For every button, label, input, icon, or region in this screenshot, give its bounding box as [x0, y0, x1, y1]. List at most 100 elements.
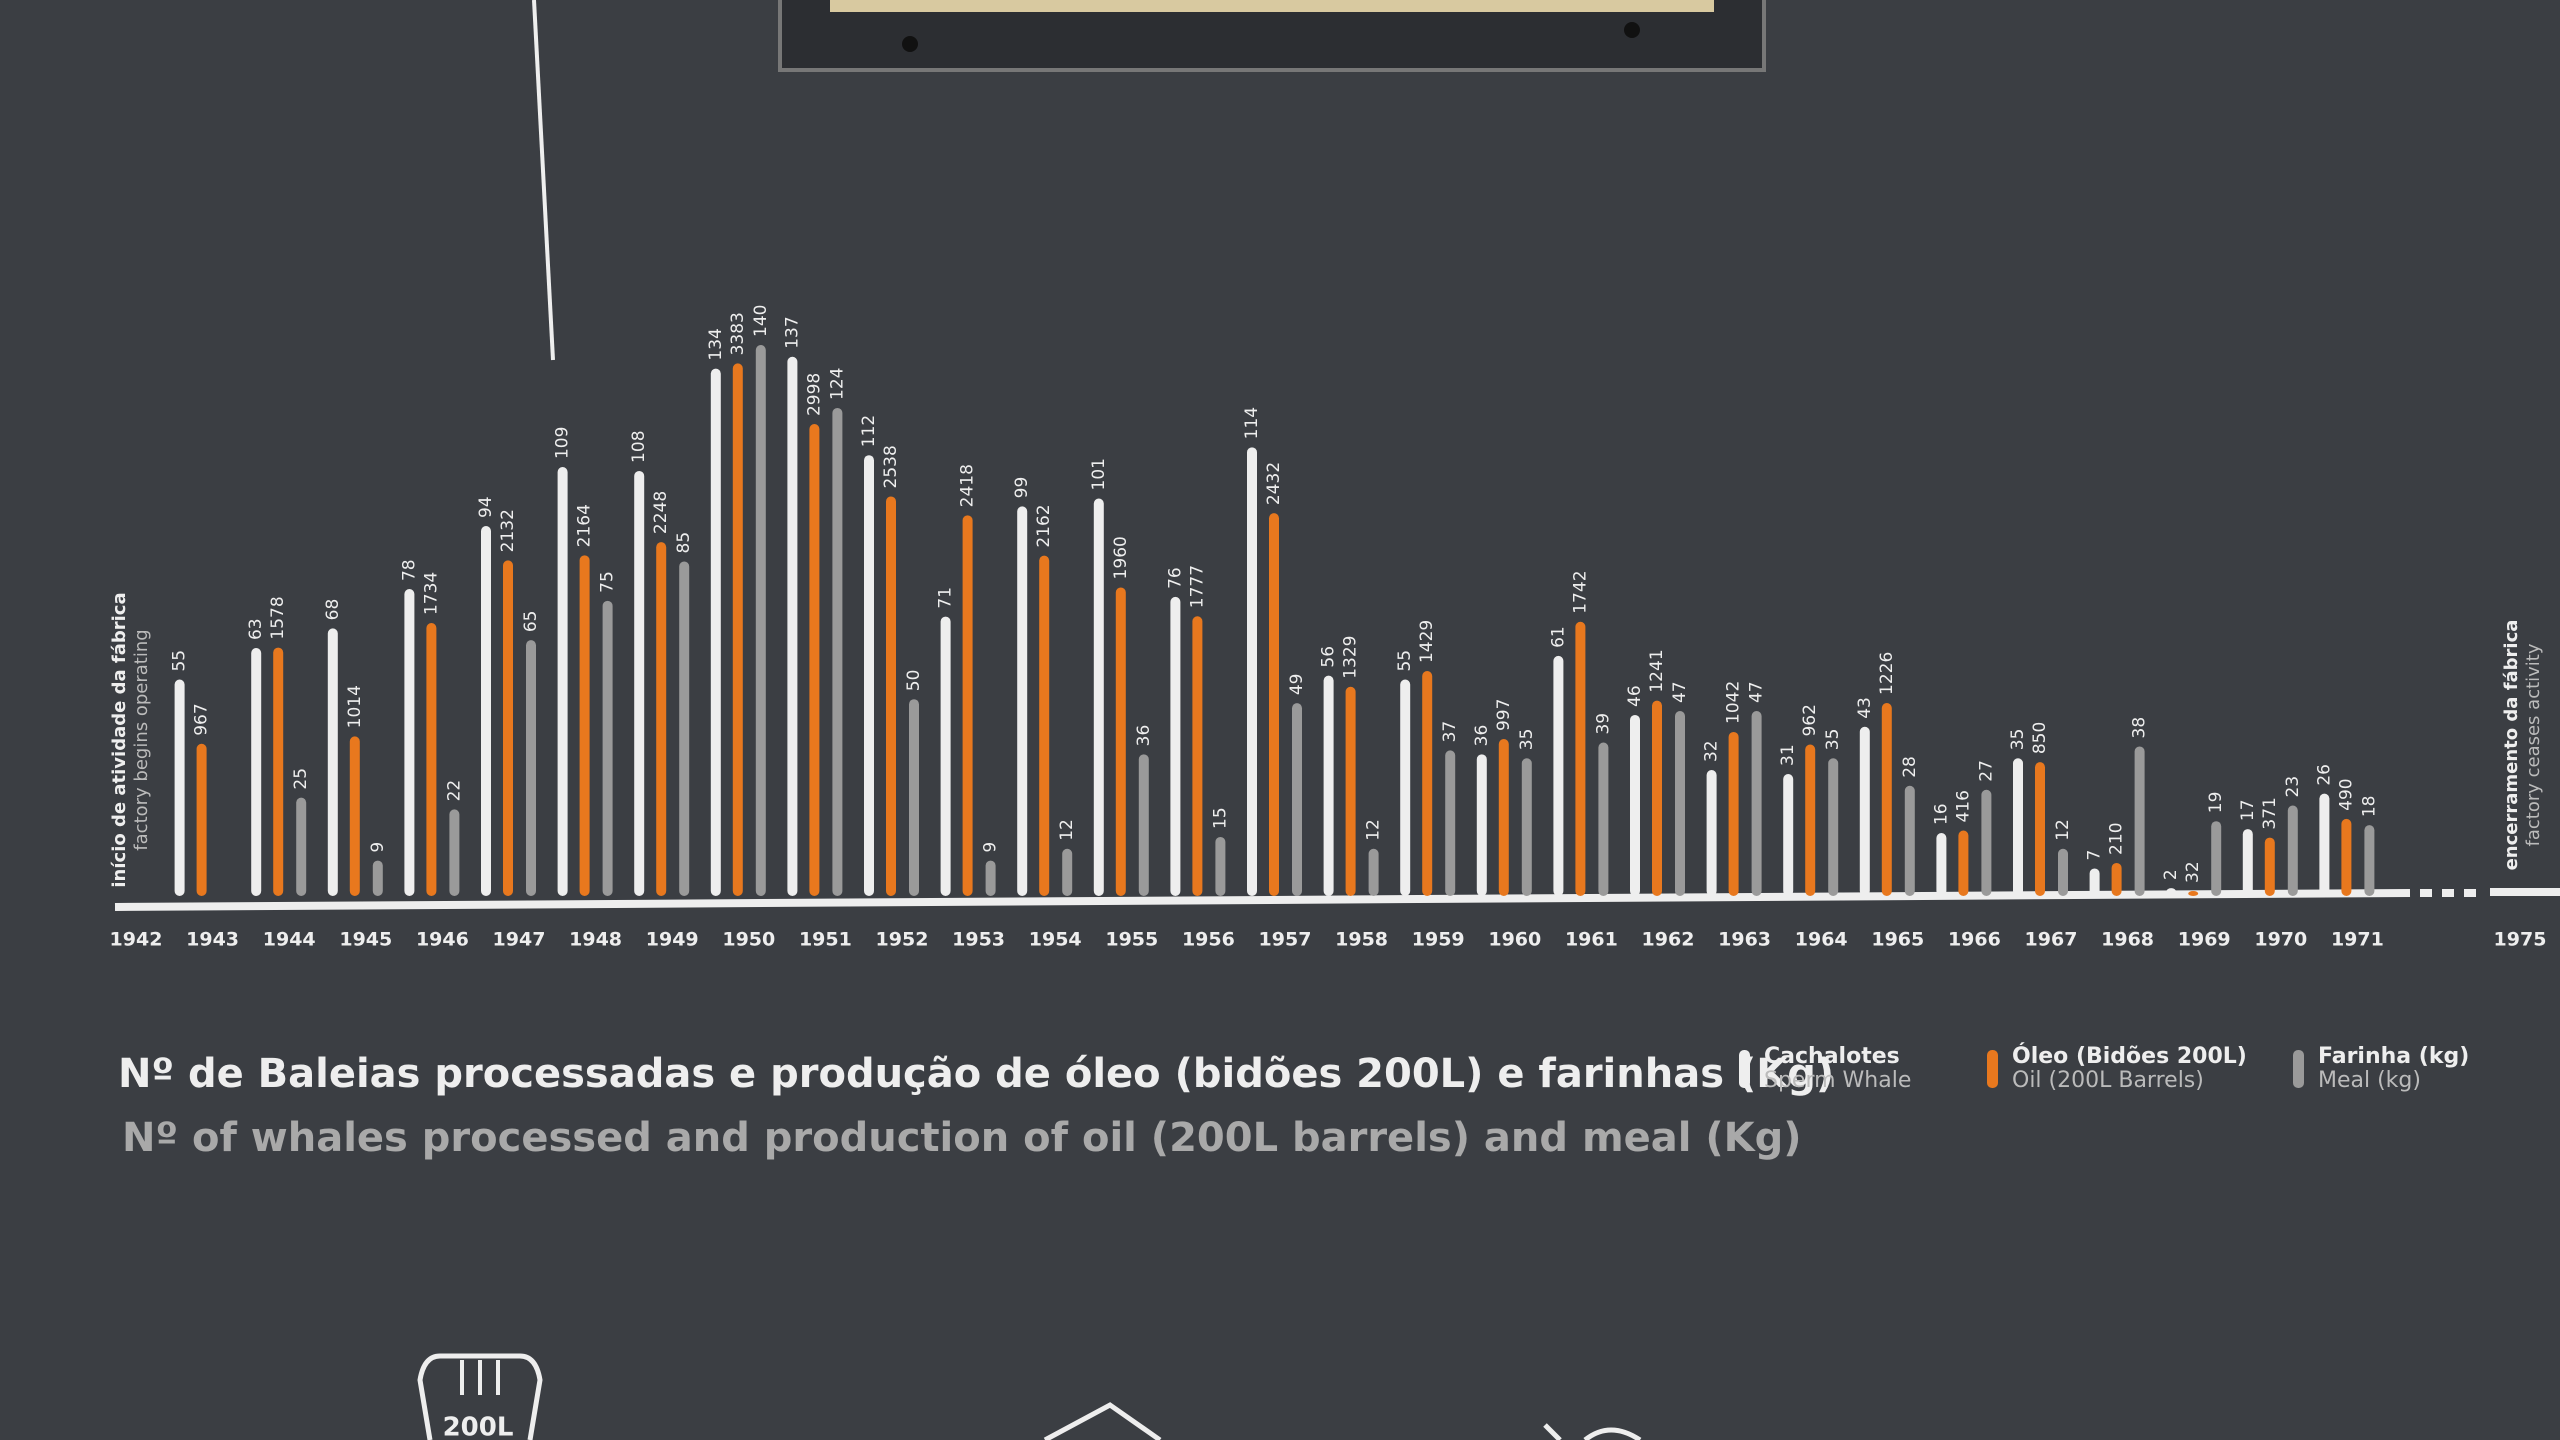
x-tick-label: 1955 [1105, 929, 1158, 951]
x-tick-label: 1946 [416, 929, 469, 951]
x-tick-label: 1975 [2494, 929, 2547, 951]
value-label: 18 [2359, 796, 2379, 818]
value-label: 124 [827, 368, 847, 400]
value-label-group: 38 [2130, 717, 2150, 739]
value-label: 78 [399, 559, 419, 581]
value-label: 2248 [651, 491, 671, 534]
x-tick-label: 1969 [2178, 929, 2231, 951]
value-label-group: 50 [904, 670, 924, 692]
bar [196, 743, 207, 896]
value-label: 12 [1057, 819, 1077, 841]
value-label-group: 2 [2161, 869, 2181, 880]
start-note: início de atividade da fábrica factory b… [109, 592, 152, 887]
bar [2035, 762, 2045, 896]
bar [679, 561, 690, 896]
value-label: 2 [2161, 869, 2181, 880]
bar [1783, 773, 1794, 896]
bar [1400, 679, 1411, 896]
bar [787, 356, 798, 896]
bar [2341, 818, 2352, 896]
bar [449, 809, 460, 896]
bar [503, 560, 513, 896]
bar [1981, 789, 1992, 896]
x-tick-label: 1942 [110, 929, 163, 951]
x-tick-label: 1966 [1948, 929, 2001, 951]
value-label: 2418 [958, 464, 978, 507]
value-label-group: 962 [1800, 704, 1820, 736]
bar [526, 640, 536, 896]
bar [809, 424, 820, 896]
value-label-group: 2248 [651, 491, 671, 534]
value-label-group: 12 [1057, 819, 1077, 841]
value-label: 15 [1210, 807, 1230, 829]
icon-other [1543, 1423, 1642, 1440]
value-label: 23 [2283, 776, 2303, 798]
value-label: 17 [2238, 799, 2258, 821]
bar [886, 496, 896, 896]
value-label-group: 26 [2314, 764, 2334, 786]
icon-sack [1043, 1402, 1162, 1440]
bar [1652, 700, 1662, 896]
x-tick-label: 1944 [263, 929, 316, 951]
value-label: 55 [1395, 650, 1415, 672]
x-tick-label: 1962 [1642, 929, 1695, 951]
value-label-group: 2164 [575, 504, 595, 547]
value-label-group: 371 [2260, 797, 2280, 829]
value-label-group: 47 [1670, 681, 1690, 703]
value-label: 2538 [881, 445, 901, 488]
value-label-group: 78 [399, 559, 419, 581]
value-label-group: 1329 [1341, 636, 1361, 679]
x-tick-label: 1965 [1871, 929, 1924, 951]
value-label-group: 28 [1900, 756, 1920, 778]
value-label-group: 1014 [345, 685, 365, 728]
x-tick-label: 1970 [2254, 929, 2307, 951]
x-tick-label: 1964 [1795, 929, 1848, 951]
icon-label: 200L [443, 1413, 514, 1440]
value-label-group: 12 [2053, 819, 2073, 841]
bar [296, 797, 307, 896]
bar [1368, 848, 1379, 896]
bar [940, 616, 951, 896]
barrel [417, 1353, 543, 1440]
bar [349, 736, 360, 896]
value-label: 35 [1517, 729, 1537, 751]
bar [2287, 805, 2298, 896]
value-label: 63 [246, 618, 266, 640]
icon-barrel: 200L [417, 1353, 543, 1440]
value-label-group: 15 [1210, 807, 1230, 829]
value-label-group: 85 [674, 532, 694, 554]
value-label-group: 32 [2183, 861, 2203, 883]
value-label: 416 [1953, 790, 1973, 822]
bar [985, 860, 996, 896]
value-label: 7 [2085, 850, 2105, 861]
bar [327, 628, 338, 896]
bar [864, 455, 874, 896]
value-label: 37 [1440, 721, 1460, 743]
value-label-group: 1042 [1724, 681, 1744, 724]
bar [1138, 754, 1149, 896]
bar [2089, 868, 2100, 896]
x-tick-label: 1951 [799, 929, 852, 951]
value-label-group: 76 [1165, 567, 1185, 589]
x-tick-label: 1943 [186, 929, 239, 951]
value-label-group: 137 [782, 316, 802, 348]
legend-label-en: Sperm Whale [1764, 1068, 1911, 1093]
value-label-group: 967 [192, 703, 212, 735]
note-en: factory begins operating [131, 629, 152, 850]
value-label-group: 46 [1625, 685, 1645, 707]
legend-label: Óleo (Bidões 200L) [2012, 1043, 2247, 1069]
value-label-group: 25 [291, 768, 311, 790]
bar [2013, 758, 2023, 896]
note-en: factory ceases activity [2523, 643, 2544, 846]
value-label: 9 [981, 842, 1001, 853]
value-label: 140 [751, 305, 771, 337]
bar [1093, 498, 1104, 896]
value-label: 31 [1778, 744, 1798, 766]
bar [732, 363, 743, 896]
value-label-group: 134 [706, 328, 726, 360]
value-label: 1226 [1877, 652, 1897, 695]
bar [1805, 744, 1816, 896]
bar [1445, 750, 1456, 896]
value-label: 112 [859, 415, 879, 447]
